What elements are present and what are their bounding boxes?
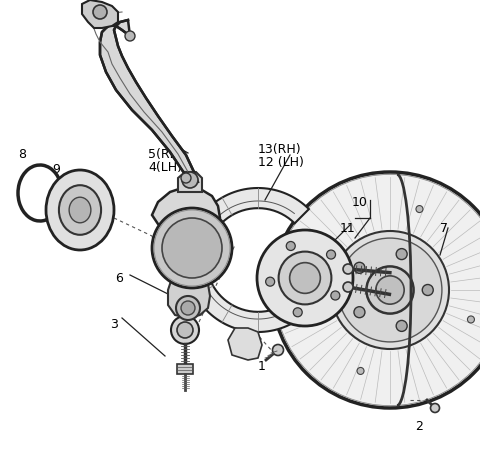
Polygon shape	[178, 172, 202, 192]
Circle shape	[306, 257, 312, 264]
Polygon shape	[228, 328, 262, 360]
Circle shape	[272, 172, 480, 408]
Circle shape	[396, 321, 407, 332]
Text: 10: 10	[352, 196, 368, 209]
Circle shape	[171, 316, 199, 344]
Circle shape	[422, 284, 433, 295]
Text: 2: 2	[415, 420, 423, 433]
Circle shape	[326, 250, 336, 259]
Polygon shape	[177, 364, 193, 374]
Text: 9: 9	[52, 163, 60, 176]
Circle shape	[176, 296, 200, 320]
Circle shape	[416, 206, 423, 213]
Text: 6: 6	[115, 272, 123, 285]
Circle shape	[366, 267, 414, 314]
Circle shape	[396, 249, 407, 260]
Polygon shape	[186, 188, 309, 332]
Ellipse shape	[46, 170, 114, 250]
Circle shape	[354, 307, 365, 318]
Text: 4(LH): 4(LH)	[148, 161, 182, 174]
Circle shape	[93, 5, 107, 19]
Circle shape	[162, 218, 222, 278]
Circle shape	[273, 344, 284, 355]
Circle shape	[376, 276, 404, 304]
Polygon shape	[82, 0, 118, 28]
Polygon shape	[152, 188, 220, 286]
Circle shape	[331, 291, 340, 300]
Circle shape	[354, 262, 365, 273]
Circle shape	[182, 172, 198, 188]
Circle shape	[431, 403, 440, 413]
Circle shape	[265, 277, 275, 286]
Circle shape	[293, 308, 302, 317]
Text: 1: 1	[258, 360, 266, 373]
Circle shape	[181, 173, 191, 183]
Polygon shape	[168, 278, 210, 318]
Text: 7: 7	[440, 222, 448, 235]
Circle shape	[278, 251, 331, 305]
Circle shape	[152, 208, 232, 288]
Circle shape	[357, 367, 364, 375]
Circle shape	[468, 316, 474, 323]
Polygon shape	[100, 20, 198, 182]
Circle shape	[125, 31, 135, 41]
Circle shape	[331, 231, 449, 349]
Circle shape	[343, 264, 353, 274]
Text: 11: 11	[340, 222, 356, 235]
Ellipse shape	[69, 197, 91, 223]
Circle shape	[286, 241, 295, 251]
Circle shape	[343, 282, 353, 292]
Circle shape	[177, 322, 193, 338]
Circle shape	[338, 238, 442, 342]
Circle shape	[289, 262, 320, 294]
Ellipse shape	[59, 185, 101, 235]
Circle shape	[257, 230, 353, 326]
Text: 3: 3	[110, 318, 118, 331]
Text: 12 (LH): 12 (LH)	[258, 156, 304, 169]
Text: 5(RH): 5(RH)	[148, 148, 184, 161]
Text: 13(RH): 13(RH)	[258, 143, 301, 156]
Circle shape	[181, 301, 195, 315]
Text: 8: 8	[18, 148, 26, 161]
